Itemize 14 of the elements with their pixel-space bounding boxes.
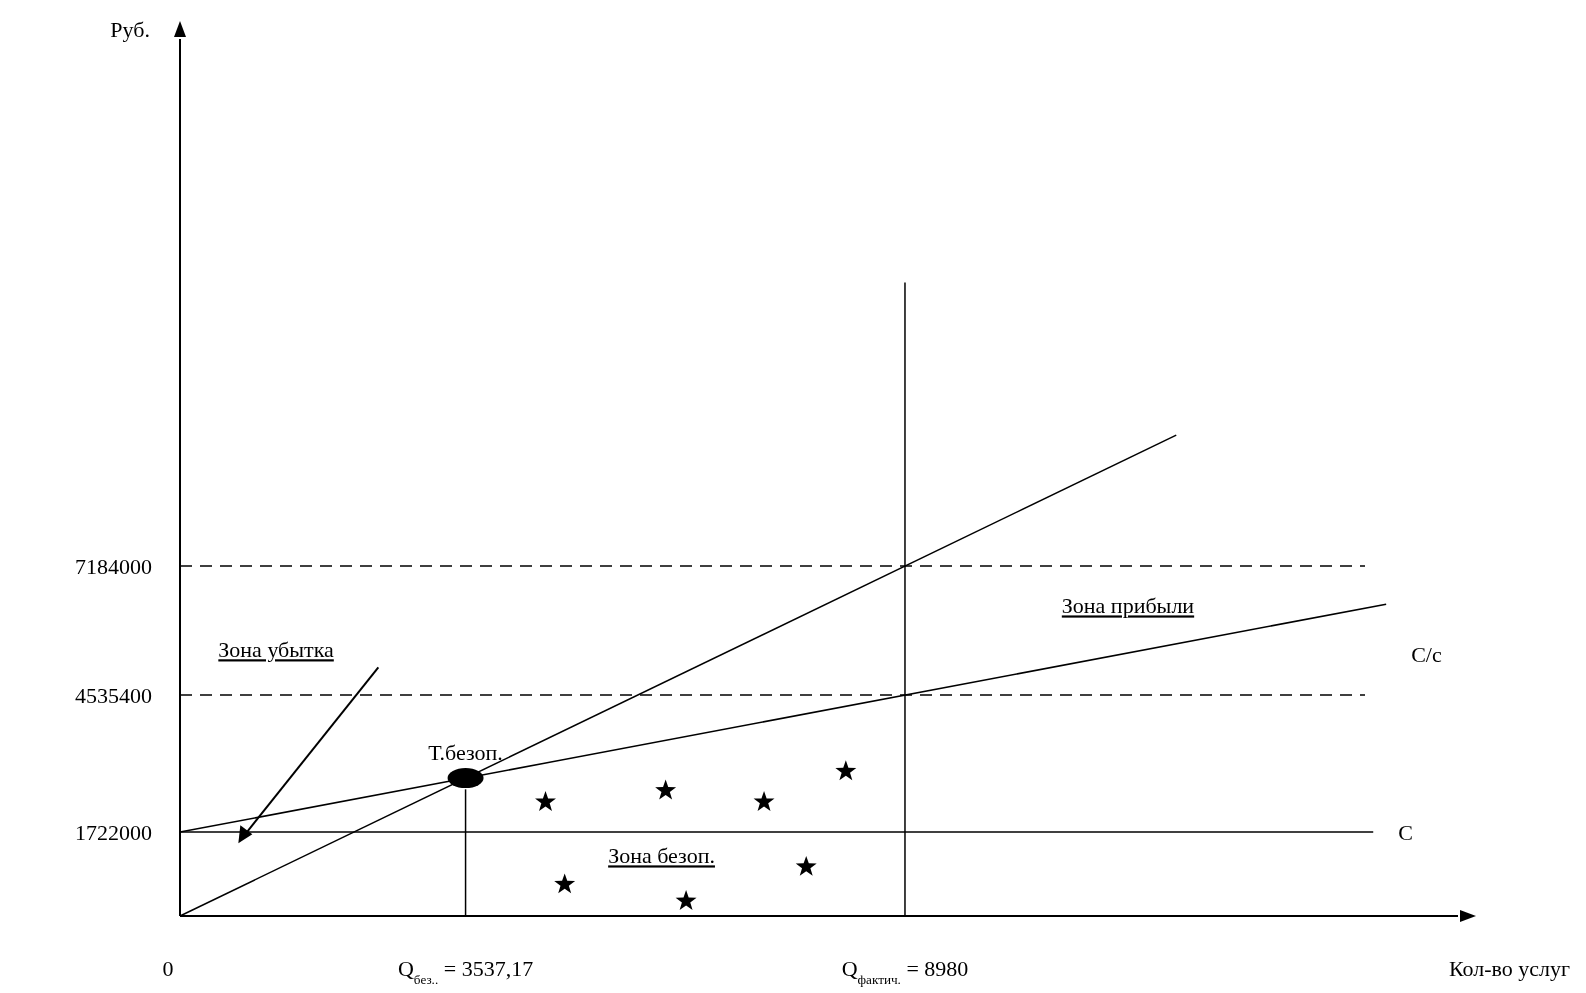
y-tick-label: 4535400 (75, 682, 152, 708)
x-tick-label: Q$_{фактич.}$ = 8980 (841, 956, 969, 987)
series-label: С (1398, 819, 1413, 845)
x-tick-label: Q$_{без..}$ = 3537,17 (397, 956, 534, 987)
x-tick-label: 0 (162, 956, 174, 981)
text: С/с (1411, 641, 1442, 667)
annotation: Зона безоп. (608, 843, 715, 869)
annotation: Зона прибыли (1061, 593, 1195, 619)
x-axis-title: Кол-во услуг (1448, 956, 1570, 981)
y-axis-title: Руб. (110, 17, 150, 42)
annotation: Т.безоп. (428, 740, 503, 766)
y-tick-label: 7184000 (75, 553, 152, 579)
annotation: Зона убытка (218, 637, 335, 663)
y-tick-label: 1722000 (75, 819, 152, 845)
